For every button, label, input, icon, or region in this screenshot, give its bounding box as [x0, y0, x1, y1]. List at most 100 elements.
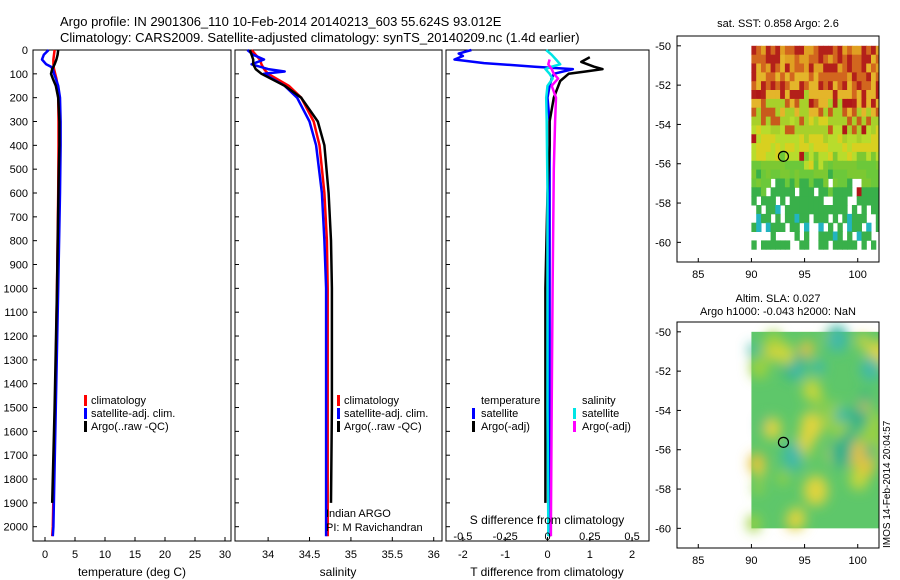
- sst-cell: [804, 98, 810, 109]
- x-tick-label: -0.5: [453, 531, 472, 543]
- sst-cell: [866, 72, 872, 82]
- sst-cell: [804, 143, 810, 153]
- sla-blob: [802, 379, 821, 401]
- sst-cell: [832, 205, 839, 215]
- sst-cell: [875, 160, 879, 171]
- sst-map-axes: -50 -52 -54 -56 -58 -60 85 90 95 100: [655, 41, 867, 281]
- sst-cell: [856, 125, 862, 135]
- sst-cell: [751, 72, 757, 82]
- series-line-argo-adj--salinity: [547, 59, 560, 537]
- sst-cell: [784, 45, 791, 56]
- sla-blob: [777, 471, 789, 485]
- sst-cell: [775, 222, 781, 232]
- sst-cell: [770, 169, 776, 179]
- sst-cell: [784, 72, 791, 82]
- sst-cell: [818, 143, 824, 153]
- sst-cell: [837, 116, 843, 126]
- temperature-x-axis: 0 5 10 15 20 25 30: [42, 537, 231, 561]
- sst-cell: [804, 187, 810, 197]
- sst-cell: [789, 63, 795, 73]
- sst-cell: [832, 72, 839, 82]
- sst-cell: [789, 222, 795, 232]
- sst-cell: [837, 222, 843, 232]
- legend-label-satellite: satellite-adj. clim.: [91, 408, 175, 420]
- sst-cell: [775, 240, 781, 250]
- sst-cell: [813, 213, 819, 224]
- sst-cell: [823, 231, 829, 241]
- sst-cell: [847, 169, 853, 179]
- sla-blob: [800, 340, 814, 358]
- x-tick-label: 20: [159, 549, 171, 561]
- sst-cell: [808, 143, 815, 153]
- sst-cell: [770, 231, 776, 241]
- sst-cell: [866, 160, 872, 171]
- sst-cell: [756, 187, 762, 197]
- sla-blob: [848, 405, 869, 430]
- sst-cell: [851, 116, 858, 126]
- sst-cell: [837, 63, 843, 73]
- legend-swatch-s-argo: [573, 421, 576, 432]
- sst-cell: [751, 98, 757, 109]
- sst-cell: [804, 125, 810, 135]
- x-tick-label: 25: [189, 549, 201, 561]
- sst-cell: [794, 54, 800, 64]
- sst-cell: [871, 54, 877, 64]
- sst-cell: [832, 187, 839, 197]
- depth-tick-label: 1800: [4, 474, 28, 486]
- sst-cell: [842, 240, 848, 250]
- sst-cell: [813, 45, 819, 56]
- sst-cell: [789, 187, 795, 197]
- sst-cell: [751, 151, 757, 162]
- sla-blob: [763, 417, 782, 440]
- lat-tick-label: -58: [655, 484, 671, 496]
- sst-cell: [799, 125, 805, 135]
- sst-cell: [761, 45, 767, 56]
- sst-cell: [756, 107, 762, 117]
- sst-cell: [756, 90, 762, 100]
- sst-cell: [808, 81, 815, 91]
- sla-argo-position-marker: [777, 436, 790, 448]
- sst-cell: [866, 178, 872, 188]
- lon-tick-label: 100: [849, 269, 867, 281]
- sst-cell: [789, 213, 795, 224]
- x-tick-label: 34: [262, 549, 274, 561]
- sst-heatmap-cells: [751, 45, 879, 250]
- sst-cell: [861, 54, 867, 64]
- sst-cell: [775, 125, 781, 135]
- sst-cell: [856, 151, 862, 162]
- sst-cell: [832, 231, 839, 241]
- sla-blob: [829, 438, 853, 468]
- sla-blob: [826, 324, 849, 353]
- x-tick-label: 35: [345, 549, 357, 561]
- sst-cell: [875, 107, 879, 117]
- sla-blob: [812, 359, 825, 375]
- legend-swatch-satellite: [337, 408, 340, 419]
- sst-cell: [799, 90, 805, 100]
- sst-cell: [866, 81, 872, 91]
- sst-cell: [861, 107, 867, 117]
- sst-cell: [789, 160, 795, 171]
- sst-cell: [823, 45, 829, 56]
- sst-cell: [775, 98, 781, 109]
- sst-cell: [813, 143, 819, 153]
- sst-cell: [851, 169, 858, 179]
- data-source-annotation: Indian ARGO: [326, 508, 391, 520]
- legend-swatch-climatology: [84, 395, 87, 406]
- salinity-xlabel: salinity: [320, 565, 357, 579]
- sst-cell: [765, 72, 772, 82]
- sst-cell: [765, 63, 772, 73]
- depth-tick-label: 700: [10, 212, 28, 224]
- sst-cell: [794, 81, 800, 91]
- sst-cell: [875, 213, 879, 224]
- sst-cell: [851, 81, 858, 91]
- sst-cell: [828, 63, 834, 73]
- sst-cell: [751, 240, 757, 250]
- depth-tick-label: 200: [10, 93, 28, 105]
- sst-cell: [847, 143, 853, 153]
- sst-cell: [842, 187, 848, 197]
- sla-blob: [750, 356, 769, 379]
- sst-cell: [847, 213, 853, 224]
- sst-cell: [875, 90, 879, 100]
- sst-cell: [828, 160, 834, 171]
- sst-cell: [837, 187, 843, 197]
